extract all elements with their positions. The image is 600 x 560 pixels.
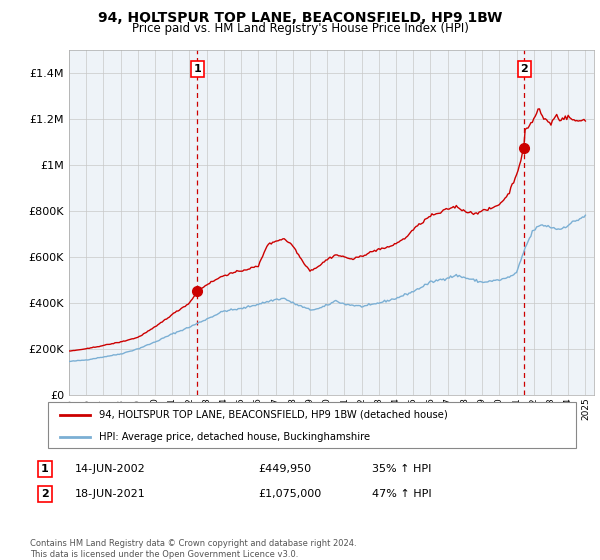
Text: 94, HOLTSPUR TOP LANE, BEACONSFIELD, HP9 1BW (detached house): 94, HOLTSPUR TOP LANE, BEACONSFIELD, HP9…: [99, 410, 448, 420]
Text: 14-JUN-2002: 14-JUN-2002: [75, 464, 146, 474]
Text: 2: 2: [520, 64, 528, 74]
Text: Price paid vs. HM Land Registry's House Price Index (HPI): Price paid vs. HM Land Registry's House …: [131, 22, 469, 35]
Text: 94, HOLTSPUR TOP LANE, BEACONSFIELD, HP9 1BW: 94, HOLTSPUR TOP LANE, BEACONSFIELD, HP9…: [98, 11, 502, 25]
Text: 1: 1: [193, 64, 201, 74]
Text: £449,950: £449,950: [258, 464, 311, 474]
Text: 2: 2: [41, 489, 49, 499]
Text: HPI: Average price, detached house, Buckinghamshire: HPI: Average price, detached house, Buck…: [99, 432, 370, 441]
Text: Contains HM Land Registry data © Crown copyright and database right 2024.
This d: Contains HM Land Registry data © Crown c…: [30, 539, 356, 559]
Text: £1,075,000: £1,075,000: [258, 489, 321, 499]
Text: 18-JUN-2021: 18-JUN-2021: [75, 489, 146, 499]
Text: 47% ↑ HPI: 47% ↑ HPI: [372, 489, 431, 499]
Text: 1: 1: [41, 464, 49, 474]
Text: 35% ↑ HPI: 35% ↑ HPI: [372, 464, 431, 474]
